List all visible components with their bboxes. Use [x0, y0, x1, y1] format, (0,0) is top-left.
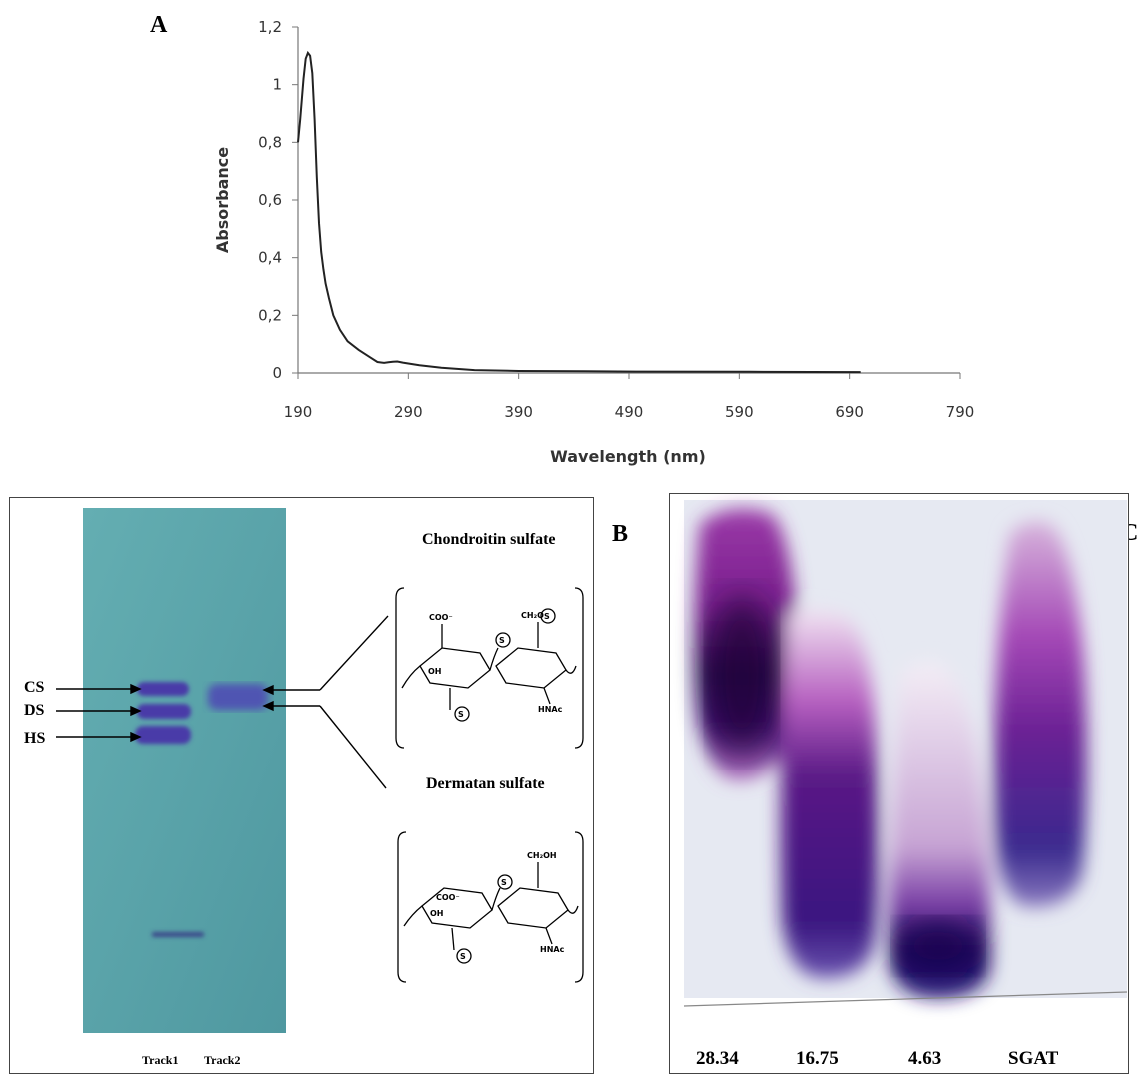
- lane-2-smear: [780, 610, 879, 979]
- band-track2: [208, 684, 268, 710]
- arrowhead-track2-ds: [262, 700, 274, 712]
- panel-b-frame: CS DS HS Track1 Track2 Chondroitin sulfa…: [9, 497, 594, 1074]
- band-trace-track1: [152, 932, 204, 937]
- sugar-ring-2: [495, 647, 567, 689]
- arrowhead-ds: [130, 705, 142, 717]
- ds-oh-label: OH: [430, 909, 444, 918]
- band-label-hs: HS: [24, 730, 45, 747]
- cs-oh-label: OH: [428, 667, 442, 676]
- y-tick-label: 0,2: [258, 306, 282, 324]
- cs-hnac-label: HNAc: [538, 705, 563, 714]
- lane-4-smear: [993, 521, 1087, 907]
- cs-s-label-1: S: [499, 636, 505, 645]
- arrowhead-track2-cs: [262, 684, 274, 696]
- track-label-1: Track1: [142, 1053, 178, 1067]
- cs-s-label-3: S: [544, 612, 550, 621]
- chondroitin-labels: COO⁻ OH S S CH₂O S HNAc: [428, 611, 563, 719]
- band-labels: CS DS HS: [24, 679, 45, 747]
- chondroitin-sulfate-structure: [395, 587, 584, 749]
- band-label-ds: DS: [24, 702, 45, 719]
- arrowhead-cs: [130, 683, 142, 695]
- ds-s-label-2: S: [460, 952, 466, 961]
- x-tick-label: 490: [615, 403, 644, 421]
- absorbance-series-line: [297, 50, 861, 374]
- track-label-2: Track2: [204, 1053, 240, 1067]
- lane-label-3: 4.63: [908, 1048, 941, 1069]
- leader-cs: [319, 615, 389, 691]
- y-tick-label: 1,2: [258, 18, 282, 36]
- band-cs-track1: [137, 682, 189, 696]
- lane-label-4: SGAT: [1008, 1048, 1059, 1069]
- bracket-right-2: [574, 831, 584, 983]
- y-axis-label: Absorbance: [213, 147, 232, 253]
- sugar-ring-4: [497, 887, 569, 929]
- chart-axes: [297, 27, 960, 374]
- cs-s-label-2: S: [458, 710, 464, 719]
- leader-ds: [319, 705, 387, 789]
- structure-title-dermatan: Dermatan sulfate: [426, 775, 545, 792]
- band-hs-track1: [135, 726, 191, 744]
- x-tick-label: 690: [835, 403, 864, 421]
- lane-label-2: 16.75: [796, 1048, 839, 1069]
- lane-1-core: [710, 594, 774, 754]
- structure-title-chondroitin: Chondroitin sulfate: [422, 531, 556, 548]
- panel-letter-a: A: [150, 12, 168, 38]
- absorbance-chart: 190 290 390 490 590 690 790 0 0,2 0,4 0,6 0,8 1 1,2 W…: [213, 18, 974, 466]
- cs-ch2o-label: CH₂O: [521, 611, 544, 620]
- chart-ticks: 190 290 390 490 590 690 790 0 0,2 0,4 0,6 0,8 1 1,2: [258, 18, 974, 421]
- panel-c-figure: 28.34 16.75 4.63 SGAT: [683, 500, 1128, 1069]
- lane-label-1: 28.34: [696, 1048, 739, 1069]
- ds-hnac-label: HNAc: [540, 945, 565, 954]
- arrowhead-hs: [130, 731, 142, 743]
- x-tick-label: 790: [946, 403, 975, 421]
- band-ds-track1: [137, 704, 191, 719]
- band-arrows: [56, 615, 389, 789]
- cs-coo-label: COO⁻: [429, 613, 453, 622]
- lane-3-smear: [889, 662, 991, 998]
- x-axis-label: Wavelength (nm): [550, 447, 706, 466]
- track1-bands: [135, 682, 204, 937]
- x-tick-label: 290: [394, 403, 423, 421]
- ds-s-label-1: S: [501, 878, 507, 887]
- y-tick-label: 0: [272, 364, 282, 382]
- ds-coo-label: COO⁻: [436, 893, 460, 902]
- electrophoresis-gel: [83, 508, 286, 1033]
- x-tick-label: 590: [725, 403, 754, 421]
- ds-ch2oh-label: CH₂OH: [527, 851, 557, 860]
- gel-bottom-edge: [683, 991, 1128, 1007]
- x-tick-label: 390: [504, 403, 533, 421]
- panel-c-frame: 28.34 16.75 4.63 SGAT: [669, 493, 1129, 1074]
- y-tick-label: 1: [272, 76, 282, 94]
- panel-letter-b: B: [612, 521, 629, 547]
- y-tick-label: 0,4: [258, 249, 282, 267]
- lane-3-core: [898, 920, 978, 972]
- panel-b-figure: CS DS HS Track1 Track2 Chondroitin sulfa…: [24, 508, 584, 1067]
- bracket-left: [395, 587, 405, 749]
- dermatan-sulfate-structure: [397, 831, 584, 983]
- y-tick-label: 0,6: [258, 191, 282, 209]
- dermatan-labels: COO⁻ OH S CH₂OH S HNAc: [430, 851, 565, 961]
- x-tick-label: 190: [284, 403, 313, 421]
- band-label-cs: CS: [24, 679, 45, 696]
- bracket-right: [574, 587, 584, 749]
- y-tick-label: 0,8: [258, 133, 282, 151]
- bracket-left-2: [397, 831, 407, 983]
